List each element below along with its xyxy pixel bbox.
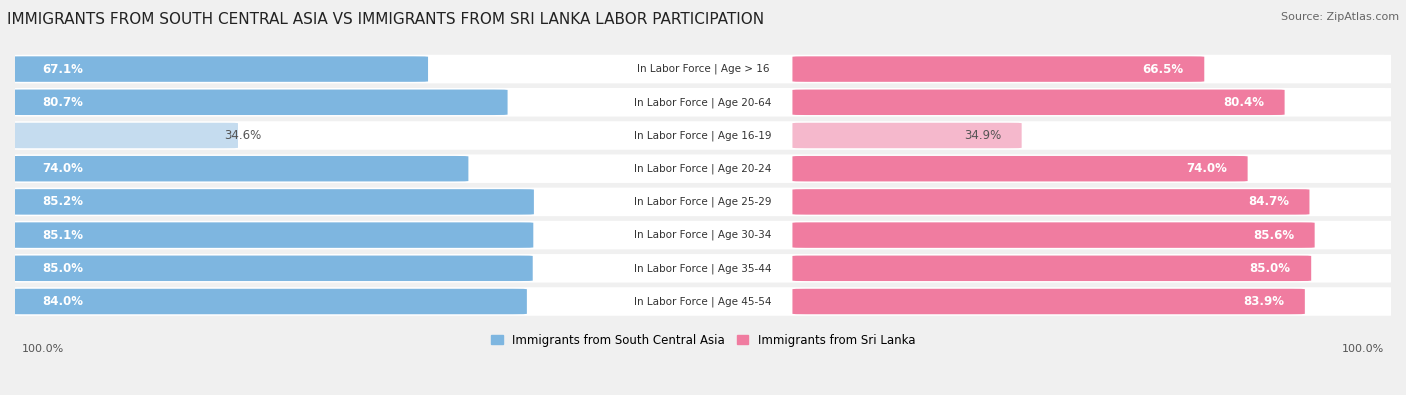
Text: In Labor Force | Age 20-24: In Labor Force | Age 20-24 (634, 164, 772, 174)
Text: 100.0%: 100.0% (22, 344, 65, 354)
Text: Source: ZipAtlas.com: Source: ZipAtlas.com (1281, 12, 1399, 22)
FancyBboxPatch shape (793, 189, 1309, 214)
Text: 85.1%: 85.1% (42, 229, 83, 242)
FancyBboxPatch shape (8, 154, 1398, 183)
Text: 85.6%: 85.6% (1253, 229, 1294, 242)
FancyBboxPatch shape (793, 90, 1285, 115)
FancyBboxPatch shape (8, 88, 1398, 117)
FancyBboxPatch shape (8, 156, 468, 181)
Text: 74.0%: 74.0% (42, 162, 83, 175)
Text: 85.0%: 85.0% (1250, 262, 1291, 275)
FancyBboxPatch shape (8, 254, 1398, 282)
Text: In Labor Force | Age > 16: In Labor Force | Age > 16 (637, 64, 769, 74)
FancyBboxPatch shape (8, 189, 534, 214)
FancyBboxPatch shape (8, 55, 1398, 83)
FancyBboxPatch shape (793, 256, 1312, 281)
FancyBboxPatch shape (8, 90, 508, 115)
Text: In Labor Force | Age 30-34: In Labor Force | Age 30-34 (634, 230, 772, 240)
Text: IMMIGRANTS FROM SOUTH CENTRAL ASIA VS IMMIGRANTS FROM SRI LANKA LABOR PARTICIPAT: IMMIGRANTS FROM SOUTH CENTRAL ASIA VS IM… (7, 12, 763, 27)
Text: 100.0%: 100.0% (1341, 344, 1384, 354)
FancyBboxPatch shape (8, 289, 527, 314)
Text: In Labor Force | Age 45-54: In Labor Force | Age 45-54 (634, 296, 772, 307)
FancyBboxPatch shape (793, 222, 1315, 248)
FancyBboxPatch shape (793, 289, 1305, 314)
Text: In Labor Force | Age 16-19: In Labor Force | Age 16-19 (634, 130, 772, 141)
Text: 83.9%: 83.9% (1243, 295, 1284, 308)
FancyBboxPatch shape (8, 188, 1398, 216)
Text: 67.1%: 67.1% (42, 62, 83, 75)
Text: 85.0%: 85.0% (42, 262, 83, 275)
FancyBboxPatch shape (8, 121, 1398, 150)
FancyBboxPatch shape (8, 222, 533, 248)
FancyBboxPatch shape (8, 287, 1398, 316)
Text: 84.7%: 84.7% (1247, 196, 1289, 209)
FancyBboxPatch shape (8, 221, 1398, 249)
Text: 84.0%: 84.0% (42, 295, 83, 308)
FancyBboxPatch shape (793, 123, 1022, 148)
Text: 34.9%: 34.9% (963, 129, 1001, 142)
FancyBboxPatch shape (8, 256, 533, 281)
Legend: Immigrants from South Central Asia, Immigrants from Sri Lanka: Immigrants from South Central Asia, Immi… (486, 329, 920, 351)
FancyBboxPatch shape (8, 56, 427, 82)
Text: 34.6%: 34.6% (224, 129, 262, 142)
Text: 80.4%: 80.4% (1223, 96, 1264, 109)
FancyBboxPatch shape (793, 156, 1247, 181)
Text: 74.0%: 74.0% (1187, 162, 1227, 175)
Text: In Labor Force | Age 20-64: In Labor Force | Age 20-64 (634, 97, 772, 107)
Text: In Labor Force | Age 35-44: In Labor Force | Age 35-44 (634, 263, 772, 274)
Text: 80.7%: 80.7% (42, 96, 83, 109)
Text: 66.5%: 66.5% (1143, 62, 1184, 75)
FancyBboxPatch shape (8, 123, 238, 148)
FancyBboxPatch shape (793, 56, 1205, 82)
Text: In Labor Force | Age 25-29: In Labor Force | Age 25-29 (634, 197, 772, 207)
Text: 85.2%: 85.2% (42, 196, 83, 209)
